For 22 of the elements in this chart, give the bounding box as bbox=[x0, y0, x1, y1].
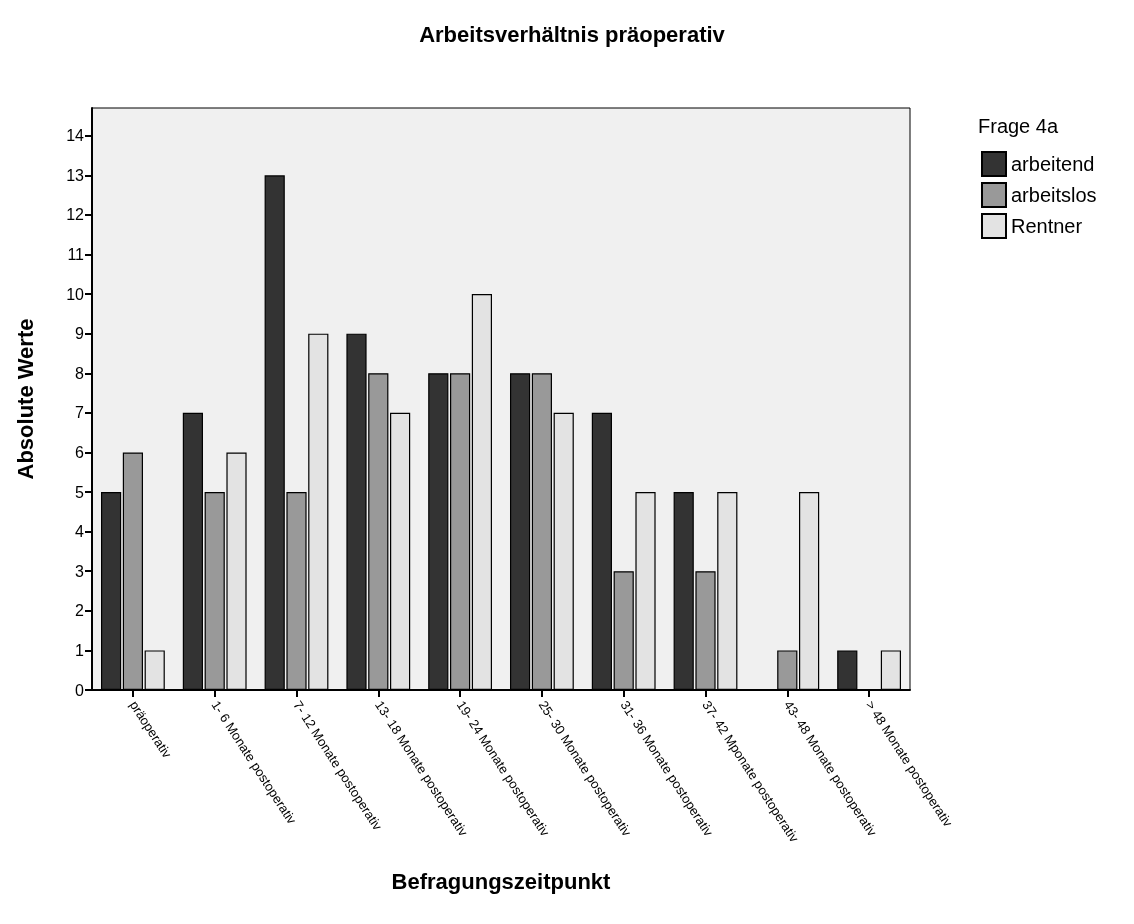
y-tick-label: 2 bbox=[75, 602, 85, 620]
y-tick-label: 6 bbox=[75, 443, 85, 461]
y-tick-label: 7 bbox=[75, 404, 85, 422]
legend-title: Frage 4a bbox=[978, 115, 1059, 137]
y-axis-title: Absolute Werte bbox=[12, 318, 38, 480]
y-tick-label: 4 bbox=[75, 523, 85, 541]
y-tick-label: 5 bbox=[75, 483, 85, 501]
y-tick-label: 9 bbox=[75, 325, 85, 343]
y-tick-label: 11 bbox=[67, 245, 85, 263]
y-tick-label: 12 bbox=[66, 206, 85, 224]
legend-label: Rentner bbox=[1011, 215, 1083, 237]
x-axis-title: Befragungszeitpunkt bbox=[391, 868, 612, 894]
legend-label: arbeitend bbox=[1011, 153, 1095, 175]
legend-label: arbeitslos bbox=[1011, 184, 1097, 206]
y-tick-label: 3 bbox=[75, 562, 85, 580]
y-tick-label: 13 bbox=[66, 166, 85, 184]
y-tick-label: 8 bbox=[75, 364, 85, 382]
y-tick-label: 10 bbox=[66, 285, 85, 303]
y-tick-label: 0 bbox=[75, 681, 85, 699]
chart-title: Arbeitsverhältnis präoperativ bbox=[419, 21, 726, 47]
y-tick-label: 14 bbox=[66, 127, 85, 145]
y-tick-label: 1 bbox=[75, 641, 85, 659]
